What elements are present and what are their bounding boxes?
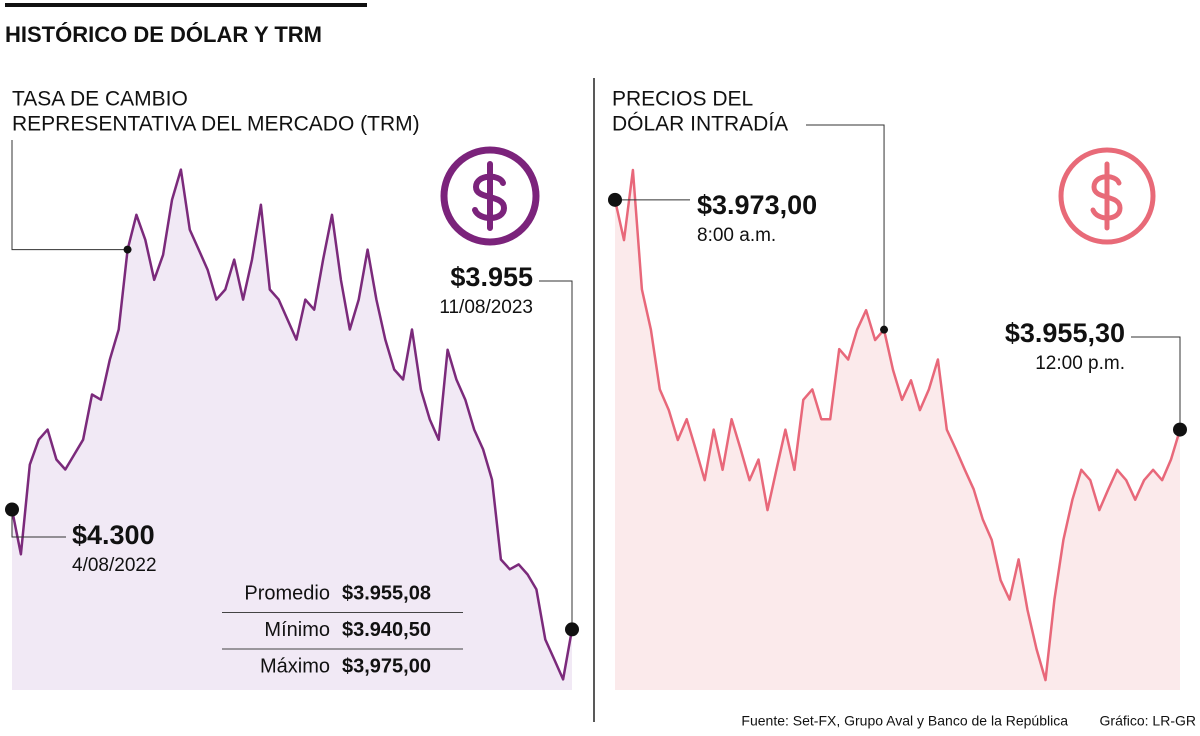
- chart-title: DÓLAR INTRADÍA: [612, 113, 788, 136]
- leader: [806, 124, 885, 330]
- credit: Gráfico: LR-GR: [1100, 713, 1196, 729]
- stat-label: Máximo: [260, 655, 330, 677]
- chart-title: PRECIOS DEL: [612, 88, 753, 111]
- stat-value: $3.940,50: [342, 619, 431, 641]
- annotation-label: 11/08/2023: [439, 297, 533, 318]
- chart-title: TASA DE CAMBIO: [12, 88, 188, 111]
- icon-dollar: [1058, 147, 1156, 245]
- annotation-value: $3.955: [450, 262, 533, 292]
- annotation-value: $4.300: [72, 520, 155, 550]
- stat-label: Promedio: [244, 582, 330, 604]
- point: [565, 622, 579, 637]
- point: [1173, 422, 1187, 437]
- leader: [11, 140, 128, 251]
- annotation-label: 12:00 p.m.: [1035, 353, 1125, 374]
- line: [613, 168, 1182, 682]
- stat-label: Mínimo: [264, 619, 330, 641]
- chart-title: REPRESENTATIVA DEL MERCADO (TRM): [12, 113, 420, 136]
- point: [608, 192, 622, 207]
- annotation-label: 4/08/2022: [72, 555, 157, 576]
- point: [5, 502, 19, 517]
- leader: [1131, 336, 1181, 430]
- point: [123, 245, 132, 254]
- annotation-value: $3.973,00: [697, 190, 817, 220]
- annotation-label: 8:00 a.m.: [697, 225, 776, 246]
- area: [615, 170, 1180, 690]
- leader: [539, 280, 573, 630]
- stat-value: $3.955,08: [342, 582, 431, 604]
- icon-dollar: [440, 146, 540, 246]
- point: [880, 325, 889, 334]
- page-title: HISTÓRICO DE DÓLAR Y TRM: [5, 22, 322, 47]
- stat-value: $3,975,00: [342, 655, 431, 677]
- top-bar: [5, 3, 367, 7]
- leader: [11, 509, 66, 538]
- area: [12, 169, 572, 691]
- annotation-value: $3.955,30: [1005, 318, 1125, 348]
- source: Fuente: Set-FX, Grupo Aval y Banco de la…: [741, 713, 1068, 729]
- line: [10, 168, 574, 681]
